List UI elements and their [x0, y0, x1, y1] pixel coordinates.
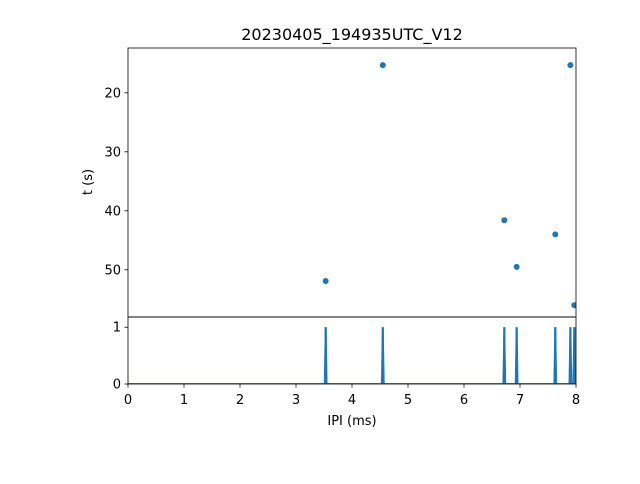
y-tick-label: 40: [104, 204, 121, 219]
scatter-axes: 20 30 40 50: [104, 47, 577, 318]
data-point: [322, 278, 329, 285]
data-point: [501, 217, 508, 224]
data-point: [379, 62, 386, 69]
x-tick-label: 4: [348, 393, 356, 408]
x-tick-label: 7: [516, 393, 524, 408]
x-tick-label: 1: [180, 393, 188, 408]
axes-frame: [127, 316, 577, 385]
axes-frame: [127, 47, 577, 318]
y-axis-label: t (s): [81, 169, 96, 195]
data-point: [567, 62, 574, 69]
spike-line: [128, 327, 576, 384]
x-tick-label: 8: [572, 393, 580, 408]
spike-axes: 0 1 0 1 2 3 4 5 6 7 8: [113, 316, 580, 408]
data-points: [322, 62, 576, 309]
y-tick-label: 1: [113, 321, 121, 336]
y-tick-label: 30: [104, 145, 121, 160]
x-tick-label: 5: [404, 393, 412, 408]
y-tick-label: 50: [104, 263, 121, 278]
data-point: [552, 231, 559, 238]
x-axis-label: IPI (ms): [327, 414, 376, 429]
spike-series: [128, 327, 576, 384]
x-tick-label: 2: [236, 393, 244, 408]
x-tick-label: 0: [124, 393, 132, 408]
data-point: [513, 263, 520, 270]
x-tick-label: 6: [460, 393, 468, 408]
y-tick-label: 0: [113, 378, 121, 393]
x-tick-label: 3: [292, 393, 300, 408]
chart-title: 20230405_194935UTC_V12: [241, 25, 463, 45]
y-tick-label: 20: [104, 86, 121, 101]
data-point: [571, 302, 576, 309]
